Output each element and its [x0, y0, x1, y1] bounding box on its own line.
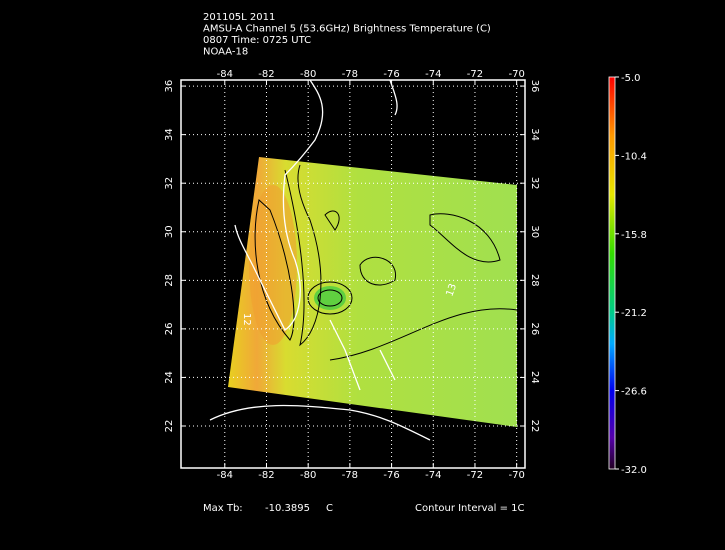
lat-label: 28 [529, 274, 540, 287]
header-line: AMSU-A Channel 5 (53.6GHz) Brightness Te… [203, 24, 491, 35]
footer-value: -10.3895 [265, 503, 310, 514]
lat-label: 26 [529, 323, 540, 336]
lon-label: -76 [383, 69, 399, 80]
lat-label: 30 [529, 225, 540, 238]
colorbar-label: -21.2 [621, 308, 647, 319]
footer-label: Max Tb: [203, 503, 243, 514]
footer-unit: C [326, 503, 333, 514]
lon-label: -78 [342, 69, 358, 80]
lat-label: 24 [529, 371, 540, 384]
lon-label: -70 [508, 69, 524, 80]
lon-label: -74 [425, 69, 441, 80]
grid [181, 80, 525, 468]
lon-label: -78 [342, 470, 358, 481]
footer-contour: Contour Interval = 1C [415, 503, 525, 514]
lat-label: 34 [529, 128, 540, 141]
lat-label: 32 [529, 177, 540, 190]
header-line: NOAA-18 [203, 47, 248, 58]
map-frame [180, 79, 526, 469]
colorbar-label: -26.6 [621, 387, 647, 398]
lon-label: -82 [258, 69, 274, 80]
map-area: 12 13 [181, 80, 525, 468]
lon-label: -80 [300, 69, 316, 80]
contours [254, 164, 518, 361]
warm-region [249, 185, 297, 345]
lat-label: 28 [164, 274, 175, 287]
lon-label: -76 [383, 470, 399, 481]
contour-label: 12 [241, 313, 252, 326]
colorbar-label: -15.8 [621, 230, 647, 241]
lon-label: -74 [425, 470, 441, 481]
header-line: 0807 Time: 0725 UTC [203, 35, 311, 46]
lon-label: -70 [508, 470, 524, 481]
header-line: 201105L 2011 [203, 12, 275, 23]
lat-label: 22 [164, 420, 175, 433]
data-swath [228, 157, 517, 427]
lat-label: 24 [164, 371, 175, 384]
lon-label: -80 [300, 470, 316, 481]
lon-label: -84 [217, 69, 233, 80]
lon-label: -72 [467, 69, 483, 80]
lat-label: 34 [164, 128, 175, 141]
lat-label: 30 [164, 225, 175, 238]
colorbar-label: -10.4 [621, 151, 647, 162]
lat-label: 36 [164, 80, 175, 93]
colorbar [608, 76, 616, 470]
colorbar-label: -5.0 [621, 73, 641, 84]
contour-label: 13 [444, 282, 459, 298]
lon-label: -72 [467, 470, 483, 481]
colorbar-label: -32.0 [621, 465, 647, 476]
lat-label: 36 [529, 80, 540, 93]
lat-label: 22 [529, 420, 540, 433]
lon-label: -84 [217, 470, 233, 481]
lon-label: -82 [258, 470, 274, 481]
lat-label: 26 [164, 323, 175, 336]
lat-label: 32 [164, 177, 175, 190]
